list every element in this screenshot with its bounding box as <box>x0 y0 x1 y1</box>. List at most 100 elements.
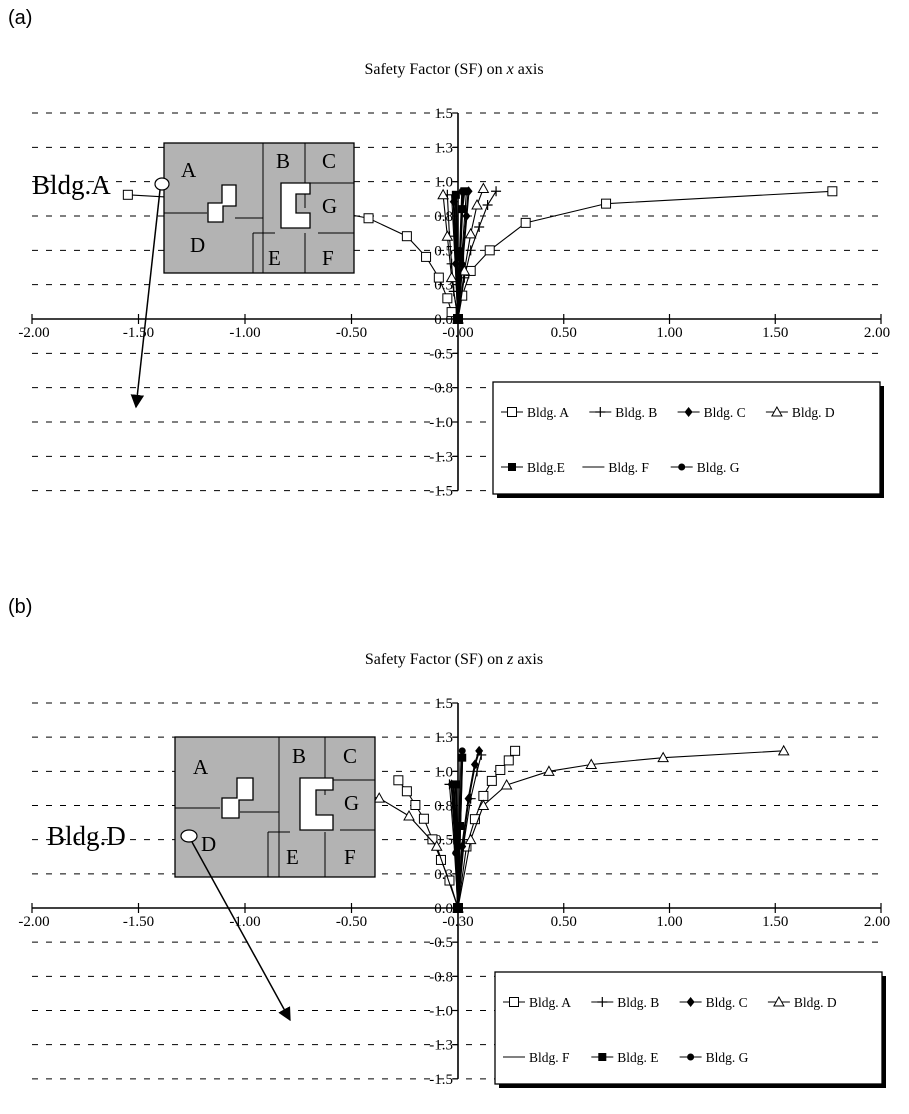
x-tick-label: -1.50 <box>123 914 154 930</box>
legend-label: Bldg. D <box>792 405 835 420</box>
legend-label: Bldg. B <box>615 405 657 420</box>
data-point <box>585 758 598 769</box>
data-point <box>503 755 514 766</box>
legend-item: Bldg. A <box>503 995 571 1010</box>
data-point <box>486 775 497 786</box>
legend-item: Bldg. B <box>591 995 659 1010</box>
data-point <box>442 293 453 304</box>
series-line <box>454 191 464 320</box>
series-bldg-f <box>451 191 468 320</box>
y-tick-label: -1.5 <box>429 1072 453 1088</box>
svg-text:B: B <box>292 744 306 768</box>
legend-label: Bldg. C <box>706 995 748 1010</box>
legend-label: Bldg. E <box>617 1050 658 1065</box>
svg-text:A: A <box>193 755 209 779</box>
legend-item: Bldg. C <box>679 995 748 1010</box>
legend: Bldg. A Bldg. B Bldg. C Bldg. D Bldg. F Bldg.… <box>494 971 886 1088</box>
legend-item: Bldg. F <box>582 460 649 475</box>
svg-text:C: C <box>343 744 357 768</box>
data-point <box>477 182 490 194</box>
data-point <box>464 793 473 804</box>
legend-swatch-marker <box>507 407 517 417</box>
series-line <box>291 750 784 911</box>
svg-text:B: B <box>276 149 290 173</box>
legend-item: Bldg. D <box>765 405 835 420</box>
data-point <box>452 191 460 199</box>
x-tick-label: 1.50 <box>762 325 788 341</box>
data-point <box>478 790 489 801</box>
x-tick-label: -1.00 <box>229 325 260 341</box>
legend-swatch-marker <box>598 1053 607 1061</box>
data-point <box>363 213 374 224</box>
legend-swatch-marker <box>684 407 693 417</box>
x-tick-label: -0.50 <box>336 325 367 341</box>
y-tick-label: 1.3 <box>434 730 453 746</box>
data-point <box>458 747 466 755</box>
data-point <box>520 217 531 228</box>
x-tick-label: 2.00 <box>864 914 890 930</box>
legend-swatch-marker <box>771 405 783 417</box>
data-point <box>430 840 443 851</box>
y-tick-label: 1.3 <box>434 140 453 156</box>
svg-text:A: A <box>181 158 197 182</box>
y-tick-label: 1.0 <box>434 175 453 191</box>
data-point <box>500 778 513 790</box>
data-point <box>373 792 386 803</box>
svg-text:F: F <box>344 845 356 869</box>
series-bldg-g <box>452 187 466 323</box>
y-tick-label: -1.3 <box>429 1038 453 1054</box>
legend-label: Bldg. A <box>529 995 571 1010</box>
y-tick-label: -1.0 <box>429 415 453 431</box>
data-point <box>477 799 490 810</box>
data-point <box>410 800 421 810</box>
data-point <box>657 751 670 763</box>
data-point <box>456 822 464 830</box>
data-point <box>777 744 790 756</box>
legend-label: Bldg. G <box>697 460 740 475</box>
building-label: Bldg.D <box>47 821 126 851</box>
y-tick-label: -1.0 <box>429 1004 453 1020</box>
legend-swatch-marker <box>773 995 785 1007</box>
x-tick-label: 1.50 <box>762 914 788 930</box>
svg-text:G: G <box>322 194 337 218</box>
data-point <box>452 849 460 857</box>
data-point <box>454 315 462 323</box>
y-tick-label: 1.5 <box>434 696 453 712</box>
series-line <box>451 191 468 320</box>
data-point <box>827 186 838 197</box>
data-point <box>427 834 438 845</box>
legend-item: Bldg. G <box>670 460 740 475</box>
data-point <box>464 833 477 845</box>
data-point <box>458 264 471 276</box>
legend-label: Bldg. C <box>704 405 746 420</box>
legend-swatch-marker <box>595 407 606 417</box>
data-point <box>401 786 412 797</box>
legend-label: Bldg. D <box>794 995 837 1010</box>
data-point <box>450 780 458 788</box>
chart-title: Safety Factor (SF) on x axis <box>364 61 543 78</box>
data-point <box>469 814 480 825</box>
x-tick-label: 2.00 <box>864 325 890 341</box>
data-point <box>437 188 449 200</box>
legend-swatch-marker <box>508 463 516 471</box>
series-bldg-a <box>393 745 521 913</box>
data-point <box>454 904 462 912</box>
y-tick-label: 0.0 <box>434 901 453 917</box>
data-point <box>446 307 457 318</box>
building-label: Bldg.A <box>32 170 111 200</box>
svg-text:E: E <box>286 845 299 869</box>
data-point <box>445 271 458 283</box>
data-point <box>456 246 464 254</box>
data-series <box>122 182 838 324</box>
series-bldg-a <box>122 186 838 324</box>
series-bldg-g <box>450 747 466 912</box>
x-tick-labels: -2.00 -1.50 -1.00 -0.50 -0.00 0.50 1.00 1.50 2.0… <box>18 325 890 341</box>
data-point <box>471 198 483 210</box>
legend-swatch-marker <box>678 463 686 471</box>
data-point <box>421 251 432 262</box>
y-tick-label: 1.0 <box>434 764 453 780</box>
data-point <box>482 200 493 211</box>
x-tick-label: -0.30 <box>442 914 473 930</box>
legend-item: Bldg. D <box>767 995 837 1010</box>
